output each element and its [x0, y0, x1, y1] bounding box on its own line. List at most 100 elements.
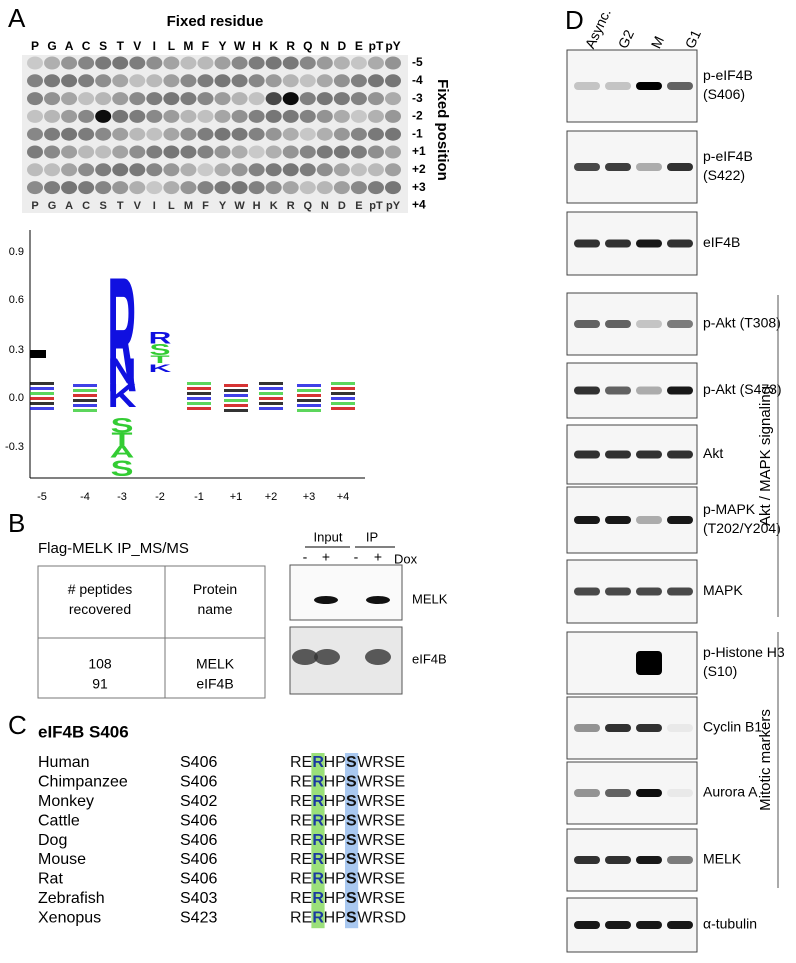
array-spot: [61, 109, 78, 123]
residue: RE: [290, 754, 312, 771]
band: [636, 82, 662, 90]
array-spot: [95, 181, 112, 195]
logo-letter: A: [110, 443, 135, 462]
band: [636, 320, 662, 328]
residue-label: H: [252, 39, 261, 53]
blot-label: (T202/Y204): [703, 520, 781, 536]
logo-small: [297, 394, 321, 397]
residue: R: [312, 754, 324, 771]
highlight: [345, 850, 359, 870]
array-spot: [231, 74, 248, 88]
x-tick-label: -2: [155, 491, 165, 503]
array-spot: [129, 181, 146, 195]
logo-small: [259, 397, 283, 400]
array-spot: [231, 145, 248, 159]
table-header-line: recovered: [69, 601, 131, 617]
logo-small: [30, 350, 46, 358]
array-spot: [350, 127, 367, 141]
array-spot: [367, 145, 384, 159]
residue-label: Q: [303, 200, 312, 212]
highlight: [311, 772, 325, 793]
group-label: Akt / MAPK signaling: [757, 386, 774, 526]
logo-letter: S: [111, 414, 134, 438]
residue: WRSE: [357, 871, 405, 888]
array-spot: [61, 74, 78, 88]
band: [636, 450, 662, 459]
logo-small: [187, 402, 211, 405]
table-header: Protein name: [193, 581, 237, 617]
highlight: [311, 791, 325, 812]
residue: WRSD: [357, 909, 406, 926]
group-label: Mitotic markers: [757, 709, 774, 811]
logo-small: [331, 402, 355, 405]
array-spot: [146, 56, 163, 70]
logo-letter: R: [149, 329, 172, 348]
site: S403: [180, 890, 217, 907]
array-spot: [214, 145, 231, 159]
residue: R: [312, 871, 324, 888]
logo-small: [259, 407, 283, 410]
band: [605, 450, 631, 459]
logo-small: [30, 402, 54, 405]
highlight: [345, 791, 359, 812]
site: S406: [180, 871, 217, 888]
species: Mouse: [38, 851, 86, 868]
blot-label: p-eIF4B: [703, 148, 753, 164]
blot-label: p-Akt (T308): [703, 315, 781, 331]
array-spot: [146, 74, 163, 88]
array-spot: [316, 163, 333, 177]
residue: R: [312, 851, 324, 868]
array-spot: [129, 92, 146, 106]
array-spot: [112, 181, 129, 195]
residue: WRSE: [357, 754, 405, 771]
array-spot: [265, 181, 282, 195]
logo-small: [259, 387, 283, 390]
array-spot: [299, 145, 316, 159]
array-spot: [316, 145, 333, 159]
array-spot: [44, 109, 61, 123]
array-spot: [367, 109, 384, 123]
band: [574, 82, 600, 90]
residue: R: [312, 812, 324, 829]
blot-label: MAPK: [703, 582, 743, 598]
band: [605, 320, 631, 328]
residue-label: S: [100, 200, 107, 212]
residue: S: [346, 793, 357, 810]
site: S406: [180, 851, 217, 868]
group-label: IP: [366, 529, 378, 544]
band: [667, 320, 693, 328]
array-spot: [248, 127, 265, 141]
array-spot: [44, 163, 61, 177]
x-tick-label: -1: [194, 491, 204, 503]
residue-label: V: [134, 200, 142, 212]
array-spot: [333, 163, 350, 177]
array-spot: [248, 181, 265, 195]
array-spot: [163, 109, 180, 123]
logo-small: [297, 404, 321, 407]
array-spot: [197, 163, 214, 177]
array-spot: [299, 163, 316, 177]
position-label: +3: [412, 180, 426, 194]
array-spot: [27, 127, 43, 141]
array-spot: [197, 109, 214, 123]
band: [636, 516, 662, 524]
residue: RE: [290, 871, 312, 888]
array-spot: [282, 163, 299, 177]
array-spot: [78, 163, 95, 177]
array-spot: [265, 92, 282, 106]
array-spot: [95, 163, 112, 177]
residue: WRSE: [357, 890, 405, 907]
table-header-line: Protein: [193, 581, 237, 597]
array-spot: [146, 92, 163, 106]
array-spot: [350, 163, 367, 177]
panel-label: D: [565, 5, 584, 35]
species: Rat: [38, 871, 63, 888]
logo-letter: T: [150, 353, 170, 365]
array-spot: [146, 145, 163, 159]
residue-label: Y: [219, 39, 227, 53]
array-spot: [214, 56, 231, 70]
logo-letter: K: [149, 362, 172, 374]
residue-label: R: [286, 39, 295, 53]
residue: HP: [324, 871, 346, 888]
